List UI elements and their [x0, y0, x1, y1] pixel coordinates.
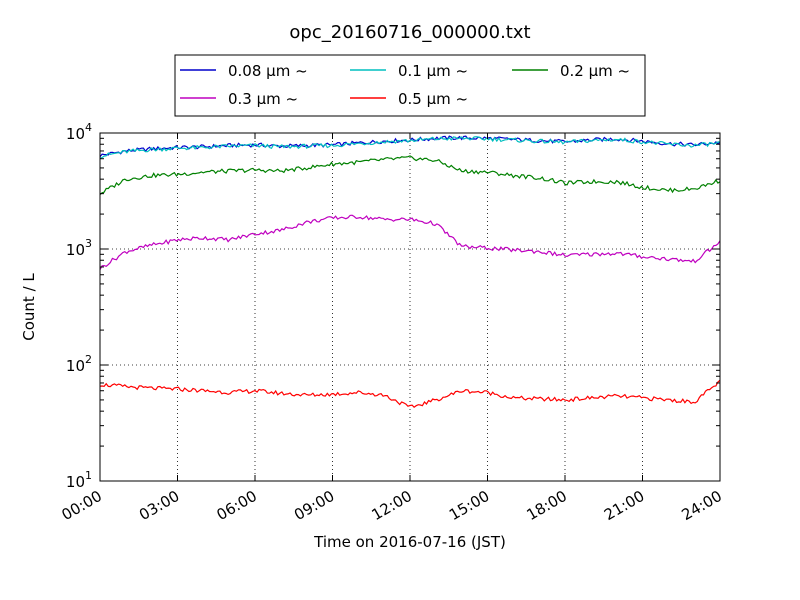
series-line-4: [99, 379, 721, 408]
y-tick-label: 102: [66, 353, 92, 375]
axis-ticks: [99, 132, 721, 482]
legend-label: 0.3 µm ~: [228, 90, 298, 108]
legend-items: 0.08 µm ~ 0.1 µm ~ 0.2 µm ~ 0.3 µm ~ 0.5 µm …: [180, 62, 630, 108]
y-axis-label: Count / L: [20, 273, 38, 341]
legend: 0.08 µm ~ 0.1 µm ~ 0.2 µm ~ 0.3 µm ~ 0.5 µm …: [174, 54, 646, 117]
legend-label: 0.1 µm ~: [398, 62, 468, 80]
x-tick-label: 18:00: [524, 487, 570, 524]
x-tick-label: 24:00: [679, 487, 725, 524]
series-line-1: [99, 136, 721, 159]
series-line-3: [99, 214, 721, 270]
x-tick-label: 00:00: [59, 487, 105, 524]
y-tick-label: 103: [66, 237, 92, 259]
grid-lines: [100, 133, 720, 481]
series-line-2: [99, 155, 721, 196]
series-lines: [99, 135, 721, 408]
x-tick-label: 21:00: [601, 487, 647, 524]
x-tick-label: 03:00: [136, 487, 182, 524]
legend-box: [174, 54, 646, 117]
legend-label: 0.08 µm ~: [228, 62, 308, 80]
x-axis-label: Time on 2016-07-16 (JST): [313, 533, 506, 551]
x-tick-label: 06:00: [214, 487, 260, 524]
x-tick-labels: 00:00 03:00 06:00 09:00 12:00 15:00 18:00 21:00…: [59, 487, 725, 524]
y-tick-label: 101: [66, 469, 92, 491]
legend-label: 0.5 µm ~: [398, 90, 468, 108]
x-tick-label: 15:00: [446, 487, 492, 524]
x-tick-label: 09:00: [291, 487, 337, 524]
plot-area: [99, 132, 721, 482]
y-tick-label: 104: [66, 121, 92, 143]
plot-frame: [100, 133, 720, 481]
chart-title: opc_20160716_000000.txt: [289, 22, 530, 43]
x-tick-label: 12:00: [369, 487, 415, 524]
legend-label: 0.2 µm ~: [560, 62, 630, 80]
y-tick-labels: 101 102 103 104: [66, 121, 92, 491]
